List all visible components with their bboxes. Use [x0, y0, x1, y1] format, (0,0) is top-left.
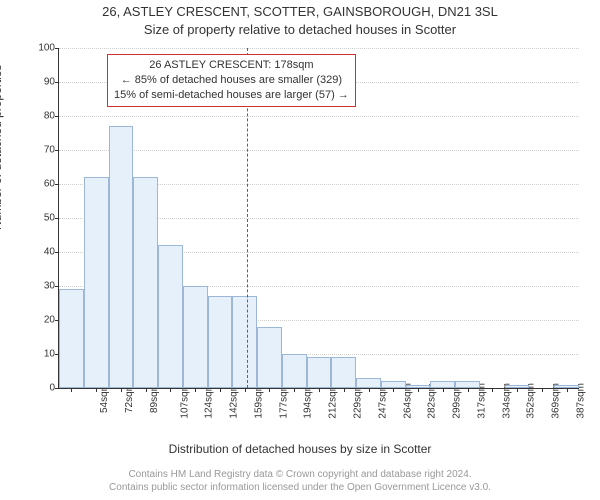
plot-area: 010203040506070809010054sqm72sqm89sqm107…	[58, 48, 579, 389]
ytick-mark	[55, 286, 59, 287]
xtick-mark	[195, 388, 196, 392]
xtick-label: 299sqm	[452, 383, 463, 419]
chart-title-line1: 26, ASTLEY CRESCENT, SCOTTER, GAINSBOROU…	[0, 4, 600, 19]
xtick-label: 229sqm	[353, 383, 364, 419]
xtick-label: 247sqm	[377, 383, 388, 419]
histogram-bar	[381, 381, 406, 388]
xtick-mark	[443, 388, 444, 392]
ytick-label: 30	[29, 281, 55, 292]
ytick-label: 20	[29, 315, 55, 326]
histogram-bar	[331, 357, 356, 388]
xtick-mark	[220, 388, 221, 392]
xtick-label: 107sqm	[179, 383, 190, 419]
xtick-label: 369sqm	[551, 383, 562, 419]
footer-line1: Contains HM Land Registry data © Crown c…	[128, 469, 471, 480]
histogram-bar	[109, 126, 134, 388]
histogram-bar	[282, 354, 307, 388]
annotation-line1: 26 ASTLEY CRESCENT: 178sqm	[149, 59, 313, 71]
histogram-bar	[257, 327, 282, 388]
ytick-label: 70	[29, 145, 55, 156]
xtick-mark	[517, 388, 518, 392]
xtick-label: 334sqm	[501, 383, 512, 419]
xtick-mark	[71, 388, 72, 392]
ytick-mark	[55, 150, 59, 151]
xtick-label: 317sqm	[476, 383, 487, 419]
xtick-mark	[393, 388, 394, 392]
histogram-bar	[158, 245, 183, 388]
gridline	[59, 48, 579, 49]
xtick-mark	[567, 388, 568, 392]
ytick-mark	[55, 252, 59, 253]
x-axis-label: Distribution of detached houses by size …	[0, 442, 600, 456]
annotation-box: 26 ASTLEY CRESCENT: 178sqm ← 85% of deta…	[107, 54, 356, 107]
xtick-mark	[170, 388, 171, 392]
xtick-label: 352sqm	[526, 383, 537, 419]
histogram-bar	[183, 286, 208, 388]
annotation-line3: 15% of semi-detached houses are larger (…	[114, 89, 349, 101]
xtick-mark	[344, 388, 345, 392]
xtick-label: 124sqm	[204, 383, 215, 419]
xtick-mark	[146, 388, 147, 392]
chart-container: 26, ASTLEY CRESCENT, SCOTTER, GAINSBOROU…	[0, 0, 600, 500]
xtick-mark	[245, 388, 246, 392]
histogram-bar	[84, 177, 109, 388]
histogram-bar	[455, 381, 480, 388]
histogram-bar	[356, 378, 381, 388]
xtick-mark	[542, 388, 543, 392]
histogram-bar	[430, 381, 455, 388]
ytick-mark	[55, 218, 59, 219]
ytick-label: 80	[29, 111, 55, 122]
ytick-mark	[55, 48, 59, 49]
histogram-bar	[59, 289, 84, 388]
xtick-mark	[294, 388, 295, 392]
xtick-label: 387sqm	[575, 383, 586, 419]
xtick-label: 212sqm	[328, 383, 339, 419]
ytick-label: 60	[29, 179, 55, 190]
xtick-label: 142sqm	[229, 383, 240, 419]
xtick-mark	[121, 388, 122, 392]
ytick-mark	[55, 388, 59, 389]
histogram-bar	[307, 357, 332, 388]
xtick-mark	[492, 388, 493, 392]
y-axis-label: Number of detached properties	[0, 65, 4, 230]
annotation-line2: ← 85% of detached houses are smaller (32…	[121, 74, 342, 86]
chart-title-line2: Size of property relative to detached ho…	[0, 22, 600, 37]
xtick-label: 177sqm	[278, 383, 289, 419]
histogram-bar	[208, 296, 233, 388]
ytick-label: 100	[29, 43, 55, 54]
histogram-bar	[232, 296, 257, 388]
ytick-label: 90	[29, 77, 55, 88]
xtick-mark	[319, 388, 320, 392]
xtick-mark	[96, 388, 97, 392]
xtick-label: 194sqm	[303, 383, 314, 419]
gridline	[59, 150, 579, 151]
ytick-mark	[55, 116, 59, 117]
xtick-mark	[418, 388, 419, 392]
xtick-mark	[468, 388, 469, 392]
gridline	[59, 116, 579, 117]
histogram-bar	[133, 177, 158, 388]
xtick-label: 264sqm	[402, 383, 413, 419]
xtick-mark	[269, 388, 270, 392]
ytick-label: 50	[29, 213, 55, 224]
xtick-label: 159sqm	[254, 383, 265, 419]
ytick-label: 0	[29, 383, 55, 394]
xtick-label: 282sqm	[427, 383, 438, 419]
ytick-mark	[55, 184, 59, 185]
ytick-mark	[55, 82, 59, 83]
footer-line2: Contains public sector information licen…	[109, 482, 491, 493]
footer-attribution: Contains HM Land Registry data © Crown c…	[0, 468, 600, 494]
ytick-label: 40	[29, 247, 55, 258]
xtick-mark	[369, 388, 370, 392]
ytick-label: 10	[29, 349, 55, 360]
